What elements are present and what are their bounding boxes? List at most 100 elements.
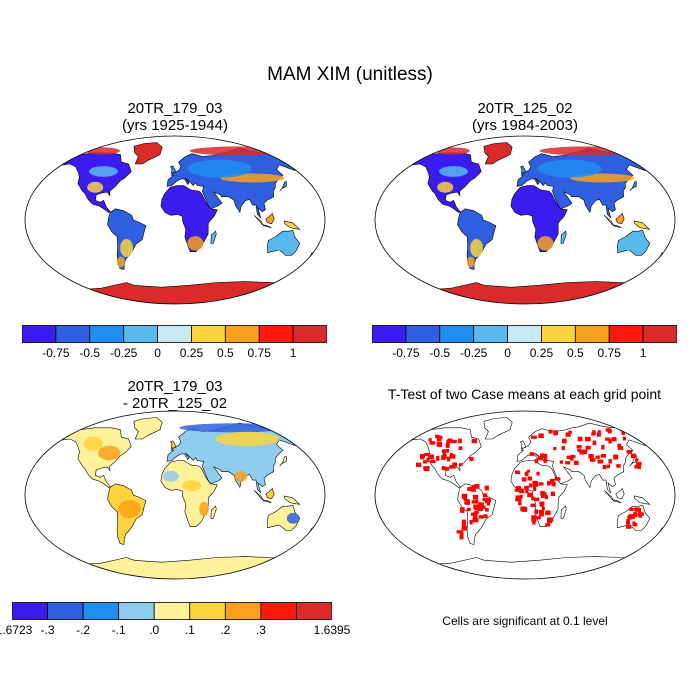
colorbar-diff-tick-label: .2 xyxy=(220,623,231,637)
significant-cell xyxy=(474,499,479,504)
land-newguinea xyxy=(283,220,301,230)
significant-cell xyxy=(573,460,579,465)
significant-cell xyxy=(472,494,479,500)
panel1-title: 20TR_179_03 (yrs 1925-1944) xyxy=(25,100,325,134)
significant-cell xyxy=(613,454,619,460)
field-patch xyxy=(98,445,121,461)
significant-cell xyxy=(527,492,533,497)
significant-cell xyxy=(595,455,600,459)
significant-cell xyxy=(451,439,457,444)
significant-cell xyxy=(570,454,576,458)
significant-cell xyxy=(565,461,571,465)
significant-cell xyxy=(592,440,597,446)
significant-cell xyxy=(542,453,548,459)
colorbar-diff-swatch xyxy=(189,602,226,620)
significant-cell xyxy=(561,445,565,451)
significant-cell xyxy=(585,436,591,442)
field-patch xyxy=(87,181,104,193)
significant-cell xyxy=(484,485,489,491)
colorbar-diff-tick-label: .0 xyxy=(149,623,160,637)
significant-cell xyxy=(515,495,521,499)
significant-cell xyxy=(559,460,564,464)
land-antarctica xyxy=(51,556,299,579)
significant-cell xyxy=(601,445,605,450)
significant-cell xyxy=(539,482,544,486)
colorbar1-tick-label: 1 xyxy=(289,346,297,360)
significant-cell xyxy=(534,459,539,464)
land-borneo xyxy=(265,212,275,225)
field-patch xyxy=(118,500,141,518)
significant-cell xyxy=(466,507,471,512)
land-japan xyxy=(279,181,287,192)
colorbar1-swatch xyxy=(191,325,226,343)
significant-cell xyxy=(566,455,571,459)
field-patch xyxy=(539,146,636,156)
panel2-title-line2: (yrs 1984-2003) xyxy=(472,117,578,134)
significant-cell xyxy=(532,482,539,487)
significant-cell xyxy=(436,442,443,447)
colorbar2-tick-label: 1 xyxy=(639,346,647,360)
figure-title: MAM XIM (unitless) xyxy=(267,64,433,85)
significant-cell xyxy=(550,491,555,497)
significant-cell xyxy=(540,453,545,459)
colorbar-diff-swatch xyxy=(118,602,155,620)
land-newguinea xyxy=(633,495,651,505)
significant-cell xyxy=(456,530,462,534)
significant-cell xyxy=(519,490,525,494)
significant-cell xyxy=(441,466,446,471)
significant-cell xyxy=(521,477,527,482)
land-africa xyxy=(160,185,218,252)
land-newguinea xyxy=(283,495,301,505)
land-indonesia xyxy=(253,215,272,228)
significant-cell xyxy=(581,449,588,455)
land-greenland xyxy=(133,417,163,440)
significant-cell xyxy=(577,436,583,442)
land-japan xyxy=(279,456,287,467)
panel1-title-line1: 20TR_179_03 xyxy=(127,100,223,117)
significant-cell xyxy=(423,466,427,470)
field-patch xyxy=(189,146,286,156)
colorbar1-tick-label: 0.25 xyxy=(179,346,204,360)
significant-cell xyxy=(585,445,591,450)
significant-cell xyxy=(629,507,634,512)
significant-cell xyxy=(541,492,547,496)
significant-cell xyxy=(459,463,463,467)
significant-cell xyxy=(536,471,540,476)
land-madagascar xyxy=(210,505,217,519)
significant-cell xyxy=(428,438,432,442)
significant-cell xyxy=(606,464,610,469)
colorbar-diff-swatch xyxy=(82,602,120,620)
colorbar2-swatch xyxy=(473,325,508,343)
significant-cell xyxy=(442,450,446,456)
significant-cell xyxy=(553,447,557,451)
panel4-title-line1: T-Test of two Case means at each grid po… xyxy=(387,386,662,402)
field-patch xyxy=(199,501,209,517)
significant-cell xyxy=(635,458,639,462)
colorbar1-swatch xyxy=(292,325,327,343)
colorbar2-swatch xyxy=(574,325,610,343)
significant-cell xyxy=(515,486,522,491)
field-patch xyxy=(537,236,554,251)
land-africa xyxy=(510,185,568,252)
significant-cell xyxy=(617,446,624,450)
colorbar2-tick-label: 0.25 xyxy=(529,346,554,360)
significant-cell xyxy=(543,458,548,463)
colorbar2-swatch xyxy=(541,325,576,343)
significant-cell xyxy=(430,459,436,464)
significant-cell xyxy=(474,484,480,489)
colorbar1-swatch xyxy=(55,325,91,343)
significant-cell xyxy=(519,494,523,499)
land-greenland xyxy=(483,142,513,165)
significant-cell xyxy=(465,501,471,505)
significant-cell xyxy=(429,454,435,460)
map-panel-1 xyxy=(24,135,326,305)
significant-cell xyxy=(549,479,555,484)
significant-cell xyxy=(460,507,465,513)
colorbar2-tick-label: -0.75 xyxy=(392,346,420,360)
significant-cell xyxy=(485,508,489,512)
field-patch xyxy=(179,423,292,433)
significant-cell xyxy=(436,456,440,461)
map-panel-3 xyxy=(24,410,326,580)
significant-cell xyxy=(471,500,478,504)
land-japan xyxy=(629,181,637,192)
